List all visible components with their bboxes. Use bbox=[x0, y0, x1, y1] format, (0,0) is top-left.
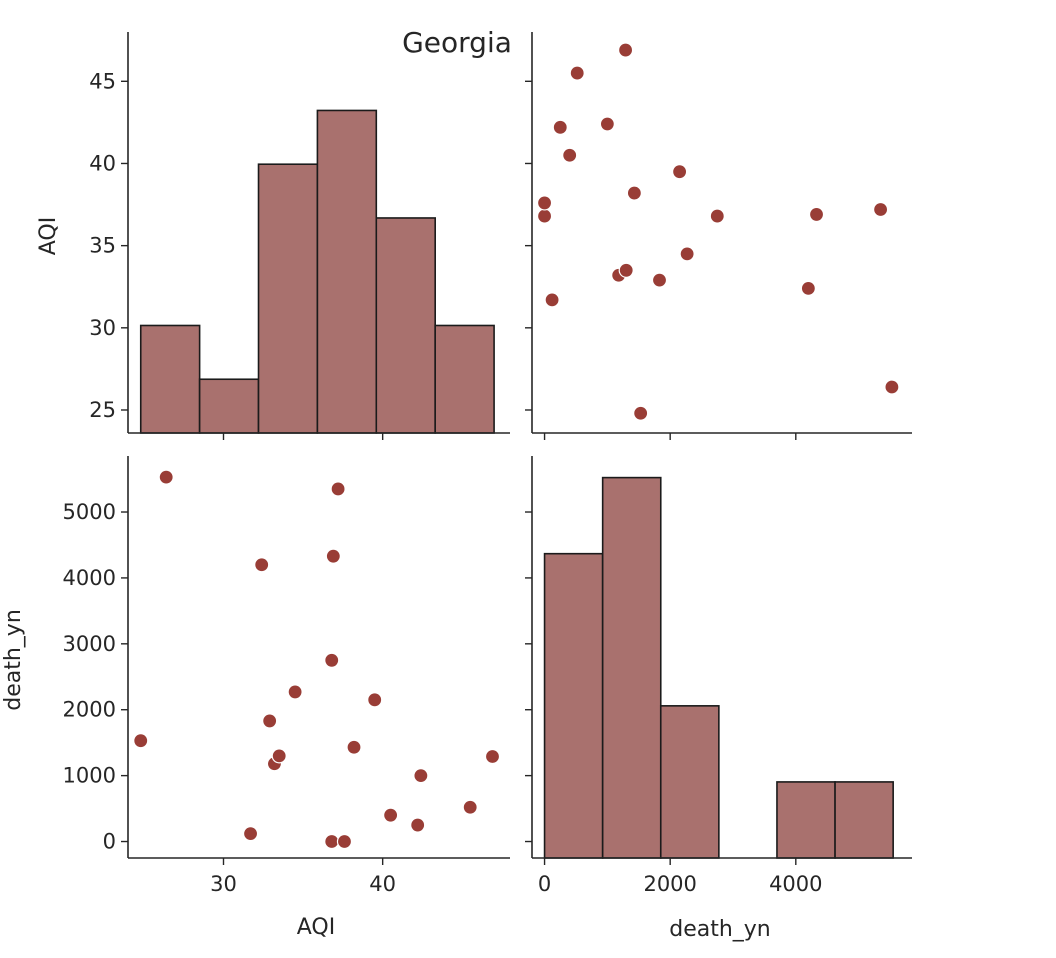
scatter-point-death-vs-aqi-13 bbox=[346, 739, 362, 755]
scatter-point-death-vs-aqi-10 bbox=[325, 548, 341, 564]
scatter-point-death-vs-aqi-6 bbox=[271, 748, 287, 764]
scatter-point-death-vs-aqi-11 bbox=[330, 481, 346, 497]
scatter-point-death-vs-aqi-12 bbox=[336, 833, 353, 850]
axes-layer: 25 30 35 40 45 0 1000 2000 3000 4000 5000 30 40 0 2000… bbox=[63, 32, 912, 896]
y-axis-label-death-yn: death_yn bbox=[1, 609, 26, 711]
aqi-hist-bar-0 bbox=[139, 324, 201, 434]
scatter-points-layer bbox=[133, 42, 900, 850]
scatter-point-aqi-vs-death-11 bbox=[872, 201, 889, 218]
scatter-point-death-vs-aqi-15 bbox=[383, 807, 399, 823]
death-hist-xtick-label-4000: 4000 bbox=[769, 872, 822, 896]
aqi-hist-ytick-label-45: 45 bbox=[89, 69, 116, 93]
death-vs-aqi-ytick-label-4000: 4000 bbox=[63, 566, 116, 590]
death-hist-bar-0 bbox=[543, 552, 604, 859]
death-vs-aqi-xtick-label-30: 30 bbox=[210, 872, 237, 896]
scatter-point-aqi-vs-death-16 bbox=[552, 119, 568, 135]
labels-layer: Georgia AQI death_yn AQI death_yn bbox=[1, 26, 771, 942]
scatter-point-aqi-vs-death-8 bbox=[536, 208, 553, 224]
scatter-point-aqi-vs-death-3 bbox=[800, 280, 816, 296]
aqi-hist-ytick-label-35: 35 bbox=[89, 234, 116, 258]
death-hist-xtick-label-2000: 2000 bbox=[643, 872, 696, 896]
death-vs-aqi-ytick-label-2000: 2000 bbox=[63, 698, 116, 722]
death-hist-bar-2 bbox=[659, 705, 720, 859]
scatter-point-aqi-vs-death-9 bbox=[709, 208, 725, 224]
aqi-hist-ytick-label-30: 30 bbox=[89, 316, 116, 340]
scatter-point-death-vs-aqi-14 bbox=[367, 692, 383, 708]
scatter-point-death-vs-aqi-0 bbox=[133, 733, 149, 749]
scatter-point-death-vs-aqi-9 bbox=[324, 652, 340, 668]
scatter-point-death-vs-aqi-4 bbox=[262, 713, 278, 729]
histogram-bars-layer bbox=[139, 109, 894, 859]
scatter-point-aqi-vs-death-15 bbox=[562, 147, 578, 163]
aqi-hist-bar-5 bbox=[434, 324, 495, 434]
scatter-point-aqi-vs-death-7 bbox=[679, 246, 695, 262]
death-hist-xtick-label-0: 0 bbox=[538, 872, 551, 896]
x-axis-label-aqi: AQI bbox=[297, 915, 335, 940]
death-hist-bar-5 bbox=[834, 781, 894, 859]
x-axis-label-death-yn: death_yn bbox=[669, 917, 771, 942]
scatter-point-aqi-vs-death-19 bbox=[617, 42, 634, 58]
death-vs-aqi-ytick-label-0: 0 bbox=[103, 830, 116, 854]
scatter-point-death-vs-aqi-17 bbox=[413, 768, 429, 784]
scatter-point-aqi-vs-death-13 bbox=[626, 185, 642, 201]
death-hist-bar-4 bbox=[776, 781, 836, 859]
aqi-hist-bar-4 bbox=[375, 217, 436, 434]
aqi-hist-bar-1 bbox=[198, 378, 260, 434]
scatter-point-death-vs-aqi-8 bbox=[324, 833, 340, 850]
death-vs-aqi-xtick-label-40: 40 bbox=[369, 872, 396, 896]
scatter-point-aqi-vs-death-1 bbox=[884, 379, 900, 395]
scatter-point-aqi-vs-death-17 bbox=[599, 116, 615, 132]
scatter-point-aqi-vs-death-4 bbox=[651, 272, 668, 288]
scatter-point-aqi-vs-death-14 bbox=[672, 164, 688, 180]
aqi-hist-bar-3 bbox=[316, 109, 378, 434]
scatter-point-aqi-vs-death-10 bbox=[808, 206, 825, 223]
scatter-point-aqi-vs-death-2 bbox=[544, 292, 560, 308]
scatter-point-death-vs-aqi-2 bbox=[242, 826, 259, 842]
scatter-point-aqi-vs-death-18 bbox=[569, 65, 585, 81]
scatter-point-death-vs-aqi-16 bbox=[410, 817, 426, 833]
death-vs-aqi-ytick-label-3000: 3000 bbox=[63, 632, 116, 656]
y-axis-label-aqi: AQI bbox=[36, 217, 61, 255]
scatter-point-aqi-vs-death-12 bbox=[536, 195, 553, 211]
death-hist-bar-1 bbox=[601, 476, 662, 859]
death-vs-aqi-ytick-label-5000: 5000 bbox=[63, 500, 116, 524]
scatter-point-aqi-vs-death-6 bbox=[618, 262, 634, 278]
scatter-point-death-vs-aqi-18 bbox=[462, 799, 478, 815]
aqi-hist-bar-2 bbox=[257, 163, 319, 434]
scatter-point-death-vs-aqi-3 bbox=[254, 557, 270, 573]
figure-title: Georgia bbox=[402, 26, 512, 59]
death-vs-aqi-ytick-label-1000: 1000 bbox=[63, 764, 116, 788]
aqi-hist-ytick-label-40: 40 bbox=[89, 151, 116, 175]
scatter-point-death-vs-aqi-7 bbox=[287, 684, 303, 700]
scatter-point-death-vs-aqi-19 bbox=[484, 748, 501, 765]
scatter-point-death-vs-aqi-1 bbox=[158, 469, 174, 485]
scatter-point-aqi-vs-death-0 bbox=[633, 405, 649, 421]
aqi-hist-ytick-label-25: 25 bbox=[89, 398, 116, 422]
